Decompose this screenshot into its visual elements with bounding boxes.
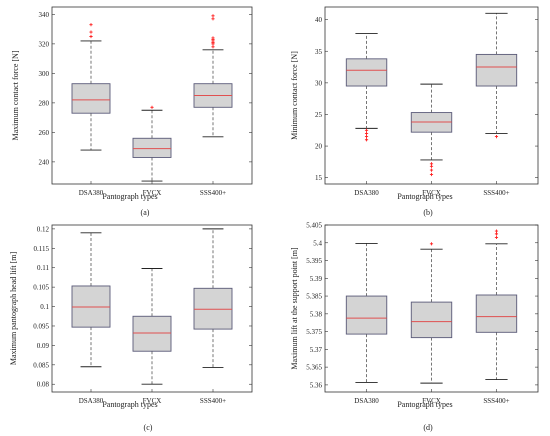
p3-xtick-label: DSA380 — [354, 397, 379, 405]
p0-panel-label: (a) — [141, 208, 150, 217]
p1-outlier-point — [429, 168, 434, 172]
p2-ytick-label: 0.115 — [34, 245, 50, 253]
p0-outlier-point — [89, 34, 93, 39]
p2-ytick-label: 0.09 — [37, 342, 50, 350]
p3-ytick-label: 5.365 — [306, 364, 322, 372]
p0-outlier-point — [89, 30, 93, 34]
p0-outlier-point — [150, 105, 154, 109]
p3-ytick-label: 5.375 — [306, 328, 322, 336]
p0-outlier-point — [211, 14, 215, 18]
p0-xtick-label: DSA380 — [79, 189, 104, 197]
p1-outlier-point — [429, 162, 434, 166]
p2-ytick-label: 0.08 — [37, 381, 50, 389]
p1-ytick-label: 40 — [315, 16, 323, 24]
p2-xtick-label: FVCX — [143, 397, 162, 405]
p3-ytick-label: 5.4 — [313, 239, 322, 247]
p0-ytick-label: 260 — [39, 129, 50, 137]
p3-box — [475, 294, 518, 333]
p3-ytick-label: 5.385 — [306, 293, 322, 301]
p1-xlabel: Pantograph types — [397, 192, 452, 201]
p0-outlier-point — [89, 23, 93, 27]
p0-xtick-label: SSS400+ — [200, 189, 226, 197]
p2-ylabel: Maximum pantograph head lift [m] — [9, 252, 18, 366]
p0-box — [71, 83, 111, 114]
p1-box — [475, 53, 518, 87]
p3-ytick-label: 5.37 — [310, 346, 323, 354]
p0-box — [132, 137, 172, 158]
p2-box — [132, 315, 172, 352]
p3-outlier-point — [494, 232, 499, 236]
p0-ylabel: Maximum contact force [N] — [11, 50, 20, 140]
p2-xtick-label: SSS400+ — [200, 397, 226, 405]
p0-ytick-label: 280 — [39, 99, 50, 107]
p1-outlier-point — [364, 134, 369, 139]
p1-outlier-point — [364, 131, 369, 136]
p2-ytick-label: 0.085 — [33, 361, 49, 369]
p1-outlier-point — [364, 138, 369, 142]
p3-box — [345, 295, 388, 335]
p1-xtick-label: SSS400+ — [483, 189, 509, 197]
p3-outlier-point — [494, 235, 499, 240]
p1-ytick-label: 15 — [315, 174, 323, 182]
p0-ytick-label: 240 — [39, 158, 50, 166]
p3-ytick-label: 5.36 — [310, 381, 323, 389]
p2-ytick-label: 0.105 — [33, 284, 49, 292]
p2-xtick-label: DSA380 — [79, 397, 104, 405]
p0-outlier-point — [211, 17, 215, 21]
p3-xtick-label: SSS400+ — [483, 397, 509, 405]
p3-xlabel: Pantograph types — [397, 400, 452, 409]
p1-outlier-point — [494, 134, 499, 139]
p0-xtick-label: FVCX — [143, 189, 162, 197]
p1-ytick-label: 25 — [315, 111, 323, 119]
p3-box — [410, 301, 453, 339]
p0-ytick-label: 300 — [39, 70, 50, 78]
p2-xlabel: Pantograph types — [102, 400, 157, 409]
p0-ytick-label: 340 — [39, 11, 50, 19]
p3-ytick-label: 5.405 — [306, 222, 322, 230]
p3-ytick-label: 5.395 — [306, 257, 322, 265]
p1-panel-label: (b) — [423, 208, 433, 217]
p2-ytick-label: 0.12 — [37, 225, 50, 233]
p1-outlier-point — [429, 172, 434, 177]
p0-ytick-label: 320 — [39, 40, 50, 48]
p0-outlier-point — [211, 45, 215, 49]
p3-panel-label: (d) — [423, 423, 433, 432]
p3-xtick-label: FVCX — [422, 397, 441, 405]
p1-xtick-label: DSA380 — [354, 189, 379, 197]
p3-outlier-point — [429, 242, 434, 246]
p0-xlabel: Pantograph types — [102, 192, 157, 201]
p3-ytick-label: 5.38 — [310, 310, 323, 318]
p2-panel-label: (c) — [144, 423, 153, 432]
p3-outlier-point — [494, 229, 499, 233]
p1-xtick-label: FVCX — [422, 189, 441, 197]
p0-outlier-point — [211, 36, 215, 40]
p1-ytick-label: 30 — [315, 79, 323, 87]
p1-outlier-point — [364, 128, 369, 132]
p2-box — [193, 287, 233, 330]
p1-ytick-label: 35 — [315, 48, 323, 56]
p1-box — [345, 58, 388, 87]
p1-ytick-label: 20 — [315, 143, 323, 151]
p1-ylabel: Minimum contact force [N] — [290, 51, 299, 140]
p2-ytick-label: 0.095 — [33, 322, 49, 330]
p2-ytick-label: 0.11 — [37, 264, 49, 272]
p2-ytick-label: 0.1 — [40, 303, 49, 311]
p3-ylabel: Maximum lift at the support point [m] — [290, 247, 299, 370]
p3-ytick-label: 5.39 — [310, 275, 323, 283]
